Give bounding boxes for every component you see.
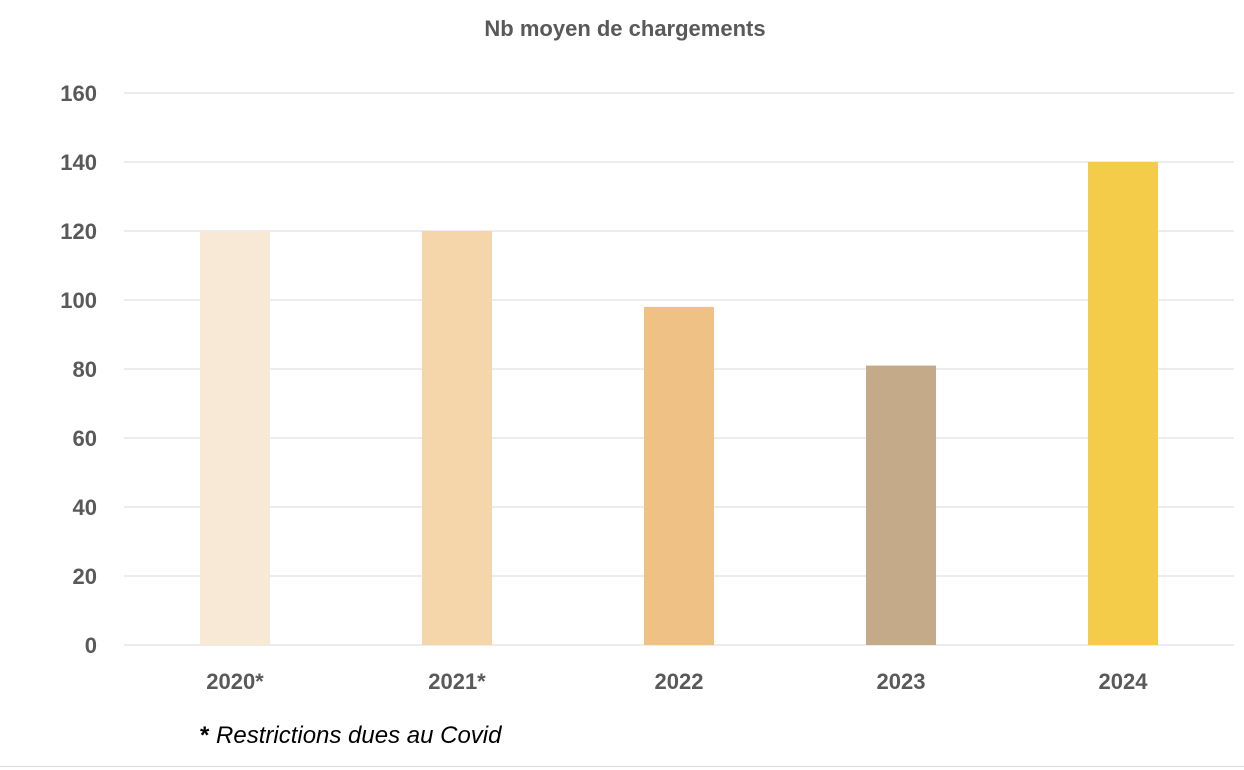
- y-tick-label: 80: [73, 357, 97, 382]
- y-tick-label: 0: [85, 633, 97, 658]
- bar-2023: [866, 365, 936, 645]
- bottom-divider: [0, 766, 1244, 767]
- x-tick-label: 2023: [877, 669, 926, 694]
- y-tick-label: 140: [60, 150, 97, 175]
- x-tick-label: 2020*: [206, 669, 264, 694]
- footnote: * Restrictions dues au Covid: [200, 722, 501, 750]
- chart-title: Nb moyen de chargements: [484, 16, 765, 41]
- footnote-marker: *: [200, 722, 210, 749]
- footnote-text: Restrictions dues au Covid: [216, 722, 502, 749]
- x-tick-label: 2024: [1099, 669, 1149, 694]
- y-tick-label: 60: [73, 426, 97, 451]
- y-tick-label: 40: [73, 495, 97, 520]
- y-tick-label: 20: [73, 564, 97, 589]
- x-tick-label: 2022: [655, 669, 704, 694]
- x-tick-label: 2021*: [428, 669, 486, 694]
- y-axis-ticks: 0 20 40 60 80 100 120 140 160: [60, 81, 97, 658]
- y-tick-label: 100: [60, 288, 97, 313]
- y-tick-label: 160: [60, 81, 97, 106]
- bar-2022: [644, 306, 714, 645]
- bars: [200, 162, 1158, 645]
- bar-2024: [1088, 162, 1158, 645]
- bar-2020: [200, 231, 270, 645]
- x-axis-ticks: 2020* 2021* 2022 2023 2024: [206, 669, 1148, 694]
- bar-2021: [422, 231, 492, 645]
- y-tick-label: 120: [60, 219, 97, 244]
